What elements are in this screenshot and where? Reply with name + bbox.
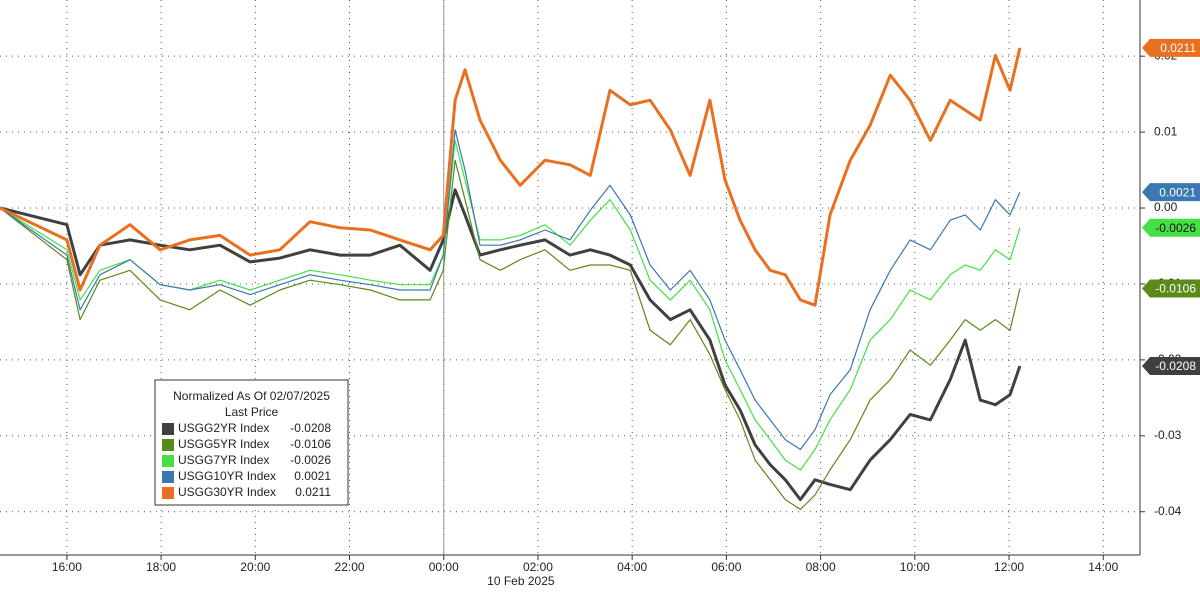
x-tick-label: 10:00 xyxy=(900,560,930,574)
value-flag xyxy=(1142,279,1200,298)
value-flag xyxy=(1142,218,1200,237)
legend-box xyxy=(154,379,349,506)
legend-swatch xyxy=(162,439,174,451)
x-tick-label: 18:00 xyxy=(146,560,176,574)
legend-value: -0.0026 xyxy=(290,453,331,467)
legend-swatch xyxy=(162,423,174,435)
legend-value: -0.0106 xyxy=(290,437,331,451)
legend-swatch xyxy=(162,455,174,467)
value-flag-label: 0.0211 xyxy=(1160,41,1196,55)
value-flag xyxy=(1142,38,1200,57)
x-tick-label: 02:00 xyxy=(523,560,553,574)
series-line xyxy=(0,129,1021,451)
legend-label: USGG10YR Index xyxy=(178,469,276,483)
legend-value: -0.0208 xyxy=(290,421,331,435)
x-tick-label: 16:00 xyxy=(52,560,82,574)
value-flag-label: -0.0026 xyxy=(1155,221,1196,235)
y-tick-label: -0.04 xyxy=(1154,504,1182,518)
series-line xyxy=(0,47,1022,307)
x-tick-label: 08:00 xyxy=(806,560,836,574)
legend-label: USGG2YR Index xyxy=(178,421,269,435)
value-flag xyxy=(1142,183,1200,202)
y-tick-label: 0.00 xyxy=(1154,200,1178,214)
legend-swatch xyxy=(162,471,174,483)
legend-label: USGG5YR Index xyxy=(178,437,269,451)
legend-subtitle: Last Price xyxy=(225,405,279,419)
date-label: 10 Feb 2025 xyxy=(487,574,555,588)
value-flag-label: 0.0021 xyxy=(1159,185,1196,199)
x-tick-label: 06:00 xyxy=(711,560,741,574)
x-tick-label: 12:00 xyxy=(994,560,1024,574)
y-tick-label: 0.01 xyxy=(1154,124,1178,138)
legend-title: Normalized As Of 02/07/2025 xyxy=(173,389,330,403)
series-line xyxy=(0,139,1021,471)
value-flag xyxy=(1142,356,1200,375)
legend-value: 0.0021 xyxy=(294,469,331,483)
y-tick-label: -0.03 xyxy=(1154,428,1182,442)
x-tick-label: 20:00 xyxy=(240,560,270,574)
series-line xyxy=(0,188,1022,502)
value-flag-label: -0.0106 xyxy=(1155,282,1196,296)
legend-swatch xyxy=(162,487,174,499)
legend-value: 0.0211 xyxy=(295,485,331,499)
x-tick-label: 04:00 xyxy=(617,560,647,574)
legend-label: USGG7YR Index xyxy=(178,453,269,467)
x-tick-label: 00:00 xyxy=(429,560,459,574)
x-tick-label: 14:00 xyxy=(1088,560,1118,574)
x-tick-label: 22:00 xyxy=(335,560,365,574)
value-flag-label: -0.0208 xyxy=(1155,359,1196,373)
series-line xyxy=(0,159,1021,510)
legend-label: USGG30YR Index xyxy=(178,485,276,499)
